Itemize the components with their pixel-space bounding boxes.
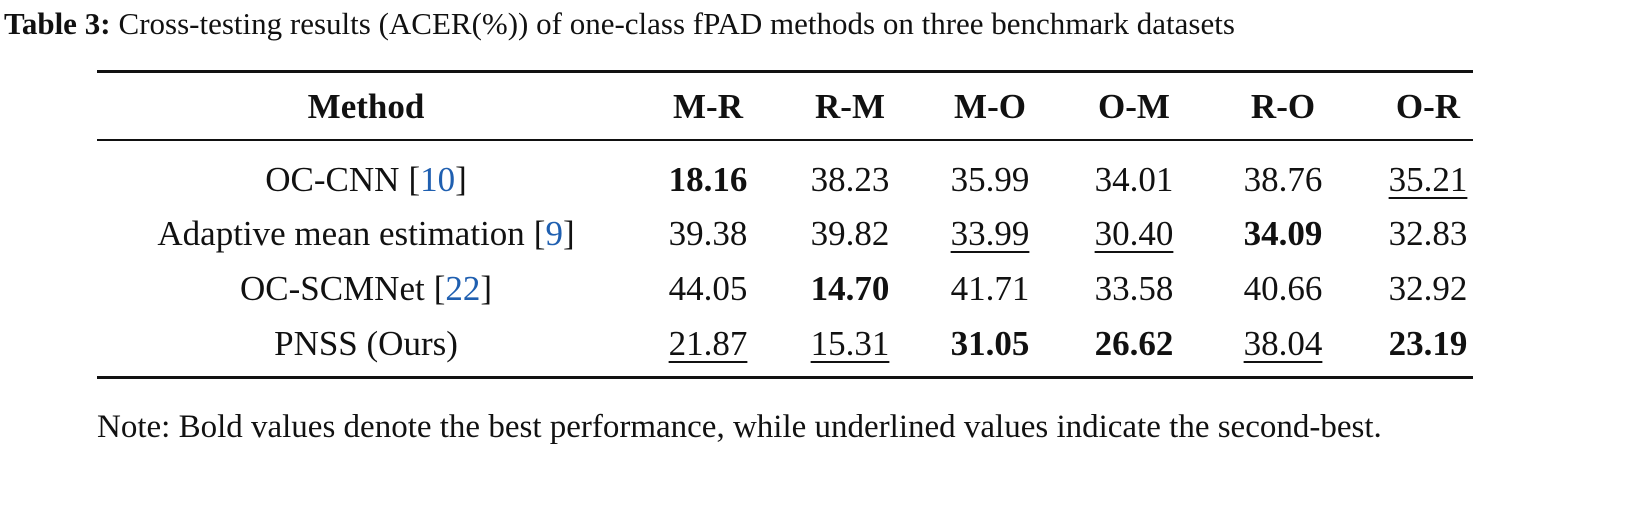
value-cell: 23.19 bbox=[1388, 324, 1468, 363]
table-label: Table 3: bbox=[4, 6, 111, 41]
method-name: Adaptive mean estimation bbox=[157, 214, 525, 253]
method-name: OC-SCMNet bbox=[239, 269, 425, 308]
table-note: Note: Bold values denote the best perfor… bbox=[97, 409, 1382, 445]
column-header: O-R bbox=[1395, 87, 1461, 126]
value-cell: 35.99 bbox=[950, 160, 1030, 199]
value-cell: 40.66 bbox=[1243, 269, 1323, 308]
bottom-rule bbox=[97, 376, 1473, 379]
column-header: R-O bbox=[1250, 87, 1316, 126]
value-cell: 32.92 bbox=[1388, 269, 1468, 308]
column-header: O-M bbox=[1098, 87, 1170, 126]
value-cell: 30.40 bbox=[1094, 214, 1174, 253]
citation: [9] bbox=[533, 214, 575, 253]
method-name: OC-CNN bbox=[265, 160, 400, 199]
method-cell: OC-CNN [10] bbox=[265, 160, 467, 200]
citation: [22] bbox=[433, 269, 493, 308]
value-cell: 38.04 bbox=[1243, 324, 1323, 363]
method-cell: Adaptive mean estimation [9] bbox=[157, 214, 574, 254]
citation: [10] bbox=[408, 160, 467, 199]
value-cell: 33.99 bbox=[950, 214, 1030, 253]
value-cell: 34.09 bbox=[1243, 214, 1323, 253]
value-cell: 18.16 bbox=[668, 160, 748, 199]
method-cell: PNSS (Ours) bbox=[274, 324, 458, 364]
value-cell: 39.82 bbox=[810, 214, 890, 253]
value-cell: 15.31 bbox=[810, 324, 890, 363]
value-cell: 14.70 bbox=[810, 269, 890, 308]
method-name: PNSS (Ours) bbox=[274, 324, 458, 363]
value-cell: 44.05 bbox=[668, 269, 748, 308]
column-header: M-R bbox=[673, 87, 743, 126]
value-cell: 38.76 bbox=[1243, 160, 1323, 199]
column-header: M-O bbox=[954, 87, 1026, 126]
value-cell: 35.21 bbox=[1388, 160, 1468, 199]
value-cell: 34.01 bbox=[1094, 160, 1174, 199]
value-cell: 21.87 bbox=[668, 324, 748, 363]
value-cell: 31.05 bbox=[950, 324, 1030, 363]
value-cell: 26.62 bbox=[1094, 324, 1174, 363]
value-cell: 38.23 bbox=[810, 160, 890, 199]
column-header: Method bbox=[307, 87, 425, 126]
value-cell: 32.83 bbox=[1388, 214, 1468, 253]
mid-rule bbox=[97, 139, 1473, 141]
column-header: R-M bbox=[815, 87, 885, 126]
value-cell: 33.58 bbox=[1094, 269, 1174, 308]
top-rule bbox=[97, 70, 1473, 73]
table-caption: Table 3: Cross-testing results (ACER(%)) … bbox=[4, 6, 1235, 42]
method-cell: OC-SCMNet [22] bbox=[240, 269, 492, 309]
value-cell: 41.71 bbox=[950, 269, 1030, 308]
caption-text: Cross-testing results (ACER(%)) of one-c… bbox=[118, 6, 1235, 41]
value-cell: 39.38 bbox=[668, 214, 748, 253]
